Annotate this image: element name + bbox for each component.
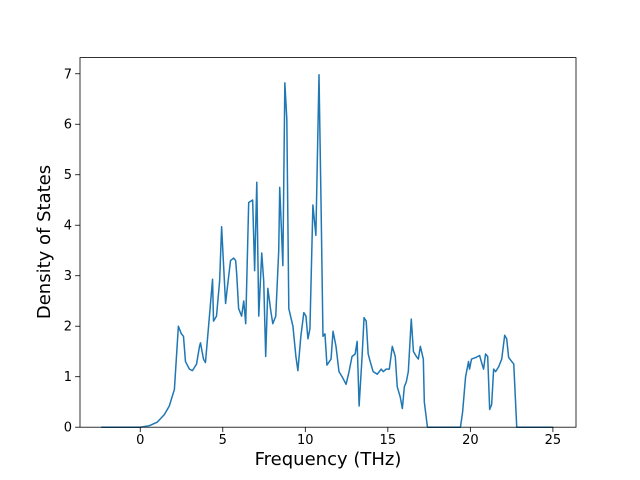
x-tick-label: 0 bbox=[136, 433, 144, 448]
x-axis-title: Frequency (THz) bbox=[255, 449, 402, 470]
y-tick-label: 3 bbox=[64, 269, 72, 284]
y-tick-label: 2 bbox=[64, 320, 72, 335]
data-line bbox=[101, 74, 553, 428]
y-tick-label: 1 bbox=[64, 370, 72, 385]
y-tick-label: 4 bbox=[64, 219, 72, 234]
x-tick-label: 5 bbox=[219, 433, 227, 448]
x-tick-label: 20 bbox=[462, 433, 479, 448]
plot-frame bbox=[79, 57, 577, 428]
y-axis-title: Density of States bbox=[34, 165, 55, 319]
y-tick-label: 6 bbox=[64, 118, 72, 133]
x-tick-label: 10 bbox=[297, 433, 314, 448]
x-tick-label: 15 bbox=[380, 433, 397, 448]
x-tick-label: 25 bbox=[545, 433, 562, 448]
y-tick-label: 5 bbox=[64, 168, 72, 183]
y-tick-label: 7 bbox=[64, 67, 72, 82]
y-tick-label: 0 bbox=[64, 421, 72, 436]
